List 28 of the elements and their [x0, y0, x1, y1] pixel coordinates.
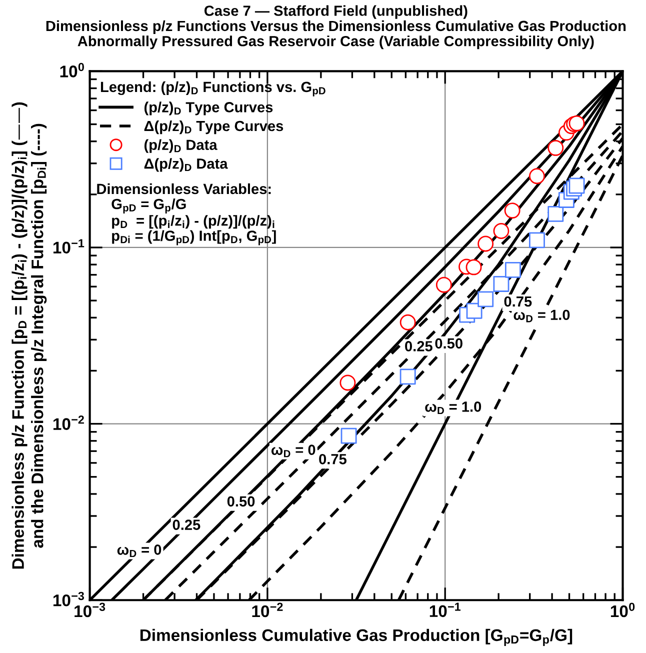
- annotation: p$_{D}$ = [(p$_{i}$/z$_{i}$) - (p/z)]/(p/z)$_{i}$: [112, 215, 274, 229]
- x-tick-label: 10$^{−1}$: [430, 602, 461, 618]
- y-tick-label: 10$^{0}$: [60, 62, 84, 78]
- legend-label: (p/z)$_{D}$ Type Curves: [144, 102, 273, 116]
- annotation: ω$_{D}$ = 1.0: [514, 310, 570, 322]
- text: Dimensionless p/z Function [p$_{D}$ = [(p$_{i}$/z$_{i}$) - (p/z)]/(p/z)$_{i}$] (——) and the Dimensionless p/z Integral Function [p$_{Di}$] (----): [12, 102, 47, 569]
- y-tick-label: 10$^{−1}$: [53, 239, 84, 254]
- annotation: 0.75: [319, 454, 346, 464]
- legend-label: Δ(p/z)$_{D}$ Type Curves: [144, 120, 284, 134]
- x-tick-label: 10$^{0}$: [610, 602, 635, 618]
- annotation: G$_{pD}$ = G$_{p}$/G: [112, 198, 186, 214]
- x-axis-title: Dimensionless Cumulative Gas Production [G$_{pD}$=G$_{p}$/G]: [140, 628, 572, 646]
- annotation: 0.50: [435, 338, 462, 349]
- text: p$_{Di}$ = (1/G$_{pD}$) Int[p$_{D}$, G$_{pD}$]: [112, 230, 276, 246]
- annotation: 0.75: [504, 296, 532, 307]
- annotation: ω$_{D}$ = 0: [271, 444, 316, 458]
- annotation: 0.25: [172, 520, 200, 530]
- annotation: 0.50: [227, 496, 255, 507]
- annotation: ω$_{D}$ = 0: [117, 544, 162, 558]
- annotation: Dimensionless Variables:: [97, 183, 271, 194]
- y-tick-label: 10$^{−2}$: [53, 416, 84, 430]
- legend-label: (p/z)$_{D}$ Data: [144, 139, 218, 153]
- annotation: ω$_{D}$ = 1.0: [425, 402, 482, 414]
- annotation: 0.25: [405, 341, 432, 352]
- legend-label: Δ(p/z)$_{D}$ Data: [144, 158, 228, 172]
- x-tick-label: 10$^{−2}$: [252, 602, 283, 618]
- legend-title: Legend: (p/z)$_{D}$ Functions vs. G$_{pD}$: [100, 81, 326, 96]
- chart-title: Case 7 — Stafford Field (unpublished) Dimensionless p/z Functions Versus the Dimensionless Cumulative Gas Production Abnormally Pressured Gas Reservoir Case (Variable Compressibility Only): [46, 5, 626, 50]
